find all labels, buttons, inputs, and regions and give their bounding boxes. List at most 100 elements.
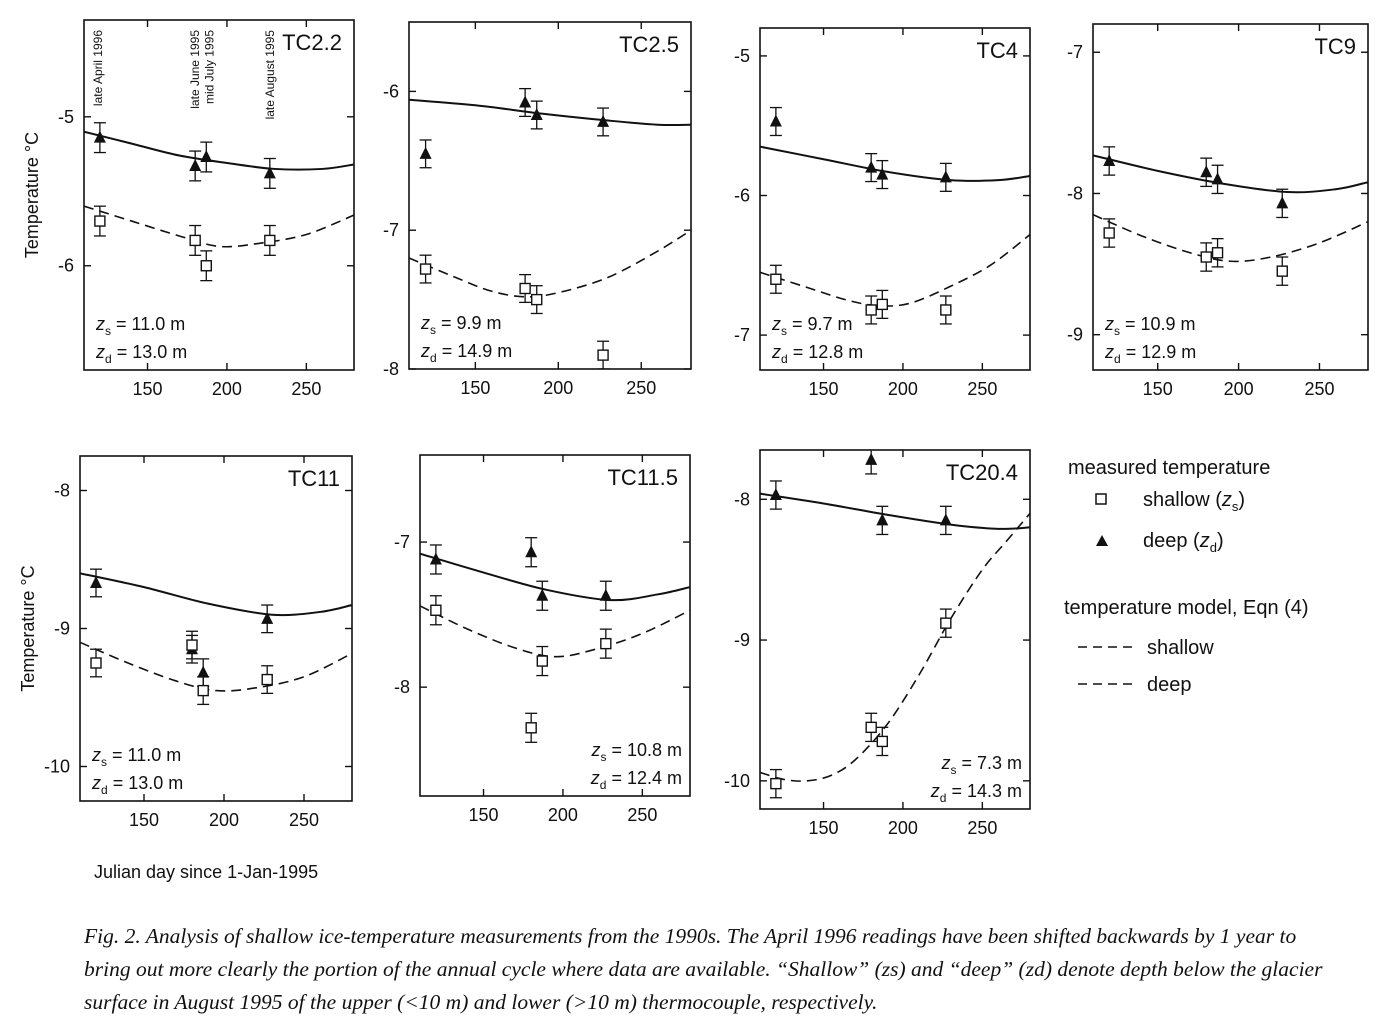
panels: 150 200 250 -5 -6 TC2.2 zs = 11.0 m zd = 13.0 m… — [18, 19, 1369, 882]
x-tick-label: 200 — [209, 810, 239, 830]
y-tick-label: -7 — [1067, 42, 1083, 62]
y-tick-label: -8 — [1067, 183, 1083, 203]
x-tick-label: 200 — [543, 378, 573, 398]
y-tick-label: -10 — [44, 757, 70, 777]
deep-point — [599, 588, 612, 601]
y-tick-label: -5 — [58, 107, 74, 127]
deep-point — [536, 588, 549, 601]
zd-annotation: zd = 14.3 m — [930, 781, 1022, 805]
y-tick-label: -7 — [383, 220, 399, 240]
x-tick-label: 250 — [289, 810, 319, 830]
zd-annotation: zd = 14.9 m — [420, 341, 512, 365]
plot-area — [80, 568, 352, 706]
plot-area — [760, 106, 1030, 325]
model-deep-line — [760, 145, 1030, 182]
deep-point — [93, 130, 106, 143]
figure-caption: Fig. 2. Analysis of shallow ice-temperat… — [84, 924, 1323, 1014]
zs-annotation: zs = 11.0 m — [95, 314, 185, 338]
legend-shallow-marker — [1095, 493, 1107, 505]
zd-annotation: zd = 13.0 m — [91, 773, 183, 797]
zd-annotation: zd = 13.0 m — [95, 342, 187, 366]
panel-title: TC2.2 — [282, 30, 342, 55]
model-shallow-line — [760, 233, 1030, 307]
shallow-point — [770, 777, 782, 790]
y-tick-label: -7 — [734, 325, 750, 345]
plot-frame — [83, 19, 355, 371]
shallow-point — [770, 273, 782, 285]
x-tick-label: 150 — [133, 379, 163, 399]
model-deep-line — [84, 130, 354, 171]
plot-area — [760, 450, 1030, 799]
panel-tc2-2: 150 200 250 -5 -6 TC2.2 zs = 11.0 m zd = 13.0 m… — [22, 19, 355, 399]
deep-point — [261, 611, 274, 624]
plot-frame — [759, 449, 1031, 810]
y-tick-label: -10 — [724, 771, 750, 791]
shallow-point — [876, 735, 888, 748]
x-tick-label: 150 — [809, 818, 839, 838]
panel-tc11: 150 200 250 -8 -9 -10 TC11 zs = 11.0 m zd = 13.0… — [18, 455, 353, 882]
deep-point — [519, 95, 532, 108]
plot-frame — [419, 454, 691, 797]
y-tick-label: -7 — [394, 532, 410, 552]
figure: 150 200 250 -5 -6 TC2.2 zs = 11.0 m zd = 13.0 m… — [18, 19, 1369, 882]
x-axis-label: Julian day since 1-Jan-1995 — [94, 862, 318, 882]
legend-deep-marker — [1096, 535, 1108, 546]
zs-annotation: zs = 10.9 m — [1104, 314, 1196, 338]
shallow-point — [189, 234, 201, 247]
zs-annotation: zs = 7.3 m — [940, 753, 1022, 777]
shallow-point — [1200, 251, 1212, 263]
deep-point — [939, 170, 952, 183]
shallow-point — [525, 722, 537, 734]
deep-point — [1276, 196, 1289, 209]
shallow-point — [261, 673, 273, 686]
zd-annotation: zd = 12.8 m — [771, 342, 863, 366]
y-axis-label: Temperature °C — [22, 132, 42, 258]
zs-annotation: zs = 11.0 m — [91, 745, 181, 769]
model-shallow-line — [80, 641, 352, 692]
shallow-point — [197, 684, 209, 697]
shallow-point — [519, 282, 531, 295]
event-label: late June 1995 — [188, 30, 202, 109]
deep-point — [90, 575, 102, 588]
panel-title: TC20.4 — [946, 460, 1018, 485]
shallow-point — [600, 637, 612, 650]
zs-annotation: zs = 10.8 m — [590, 740, 682, 764]
shallow-point — [94, 215, 106, 227]
model-deep-line — [1093, 154, 1368, 194]
deep-point — [876, 167, 889, 180]
y-tick-label: -5 — [734, 46, 750, 66]
x-tick-label: 150 — [1143, 379, 1173, 399]
shallow-point — [865, 304, 877, 316]
deep-point — [200, 150, 213, 163]
deep-point — [769, 488, 782, 501]
legend-deep-label: deep (zd) — [1143, 530, 1224, 555]
deep-point — [419, 146, 432, 159]
y-tick-label: -9 — [1067, 325, 1083, 345]
shallow-point — [264, 234, 276, 247]
deep-point — [197, 665, 210, 678]
deep-point — [769, 114, 782, 127]
shallow-point — [200, 260, 212, 272]
model-deep-line — [80, 572, 352, 617]
panel-title: TC2.5 — [619, 32, 679, 57]
model-deep-line — [409, 98, 691, 127]
x-tick-label: 200 — [212, 379, 242, 399]
deep-point — [189, 158, 202, 171]
legend-model-title: temperature model, Eqn (4) — [1064, 597, 1309, 619]
y-tick-label: -6 — [383, 81, 399, 101]
shallow-point — [940, 304, 952, 316]
shallow-point — [876, 298, 888, 311]
model-shallow-line — [409, 229, 691, 298]
shallow-point — [531, 293, 543, 306]
x-tick-label: 200 — [548, 805, 578, 825]
x-tick-label: 250 — [291, 379, 321, 399]
model-shallow-line — [760, 512, 1030, 782]
shallow-point — [1103, 227, 1115, 239]
deep-point — [530, 107, 543, 120]
model-shallow-line — [420, 605, 690, 658]
plot-frame — [408, 21, 692, 370]
panel-tc4: 150 200 250 -5 -6 -7 TC4 zs = 9.7 m zd = 12.8 m — [734, 27, 1031, 399]
deep-point — [1211, 172, 1224, 185]
y-tick-label: -8 — [383, 359, 399, 379]
plot-area — [409, 87, 691, 369]
